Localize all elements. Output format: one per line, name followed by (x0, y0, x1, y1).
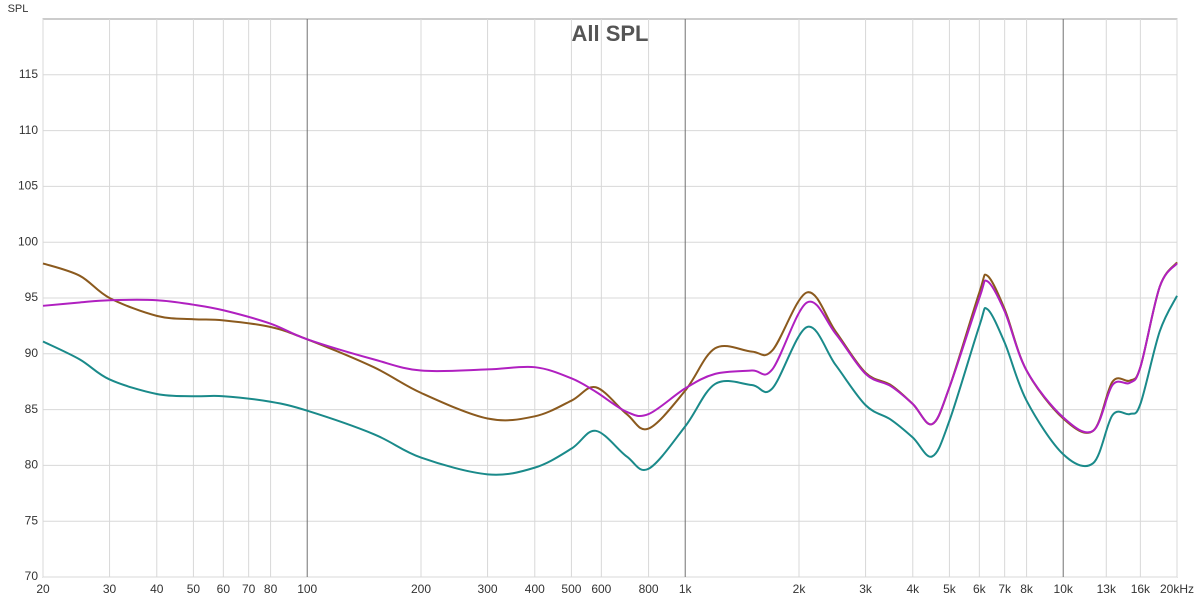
x-tick-label: 300 (478, 582, 498, 596)
x-tick-label: 5k (943, 582, 957, 596)
y-tick-label: 85 (25, 402, 39, 416)
y-axis-label: SPL (8, 3, 29, 15)
y-tick-label: 100 (18, 234, 38, 248)
x-tick-label: 4k (906, 582, 920, 596)
y-tick-label: 80 (25, 458, 39, 472)
series-line (42, 262, 1178, 434)
lines (42, 261, 1178, 476)
x-tick-label: 20 (36, 582, 50, 596)
x-tick-label: 10k (1054, 582, 1074, 596)
x-tick-label: 400 (525, 582, 545, 596)
x-tick-label: 20kHz (1160, 582, 1194, 596)
y-tick-label: 105 (18, 179, 38, 193)
y-tick-label: 90 (25, 346, 39, 360)
x-tick-label: 30 (103, 582, 117, 596)
x-tick-label: 500 (561, 582, 581, 596)
series-line (42, 295, 1178, 476)
y-tick-label: 70 (25, 569, 39, 583)
x-tick-label: 200 (411, 582, 431, 596)
x-tick-label: 2k (793, 582, 807, 596)
x-tick-label: 16k (1131, 582, 1151, 596)
x-tick-label: 40 (150, 582, 164, 596)
x-tick-label: 80 (264, 582, 278, 596)
x-tick-label: 1k (679, 582, 693, 596)
y-tick-label: 75 (25, 513, 39, 527)
x-tick-label: 13k (1097, 582, 1117, 596)
x-tick-label: 8k (1020, 582, 1034, 596)
x-tick-label: 800 (639, 582, 659, 596)
x-tick-label: 3k (859, 582, 873, 596)
grid (42, 19, 1178, 578)
y-tick-label: 115 (19, 67, 38, 81)
x-tick-label: 6k (973, 582, 987, 596)
x-tick-label: 60 (217, 582, 231, 596)
y-tick-label: 95 (25, 290, 39, 304)
x-tick-label: 600 (591, 582, 611, 596)
x-tick-label: 70 (242, 582, 256, 596)
y-tick-label: 110 (19, 123, 38, 137)
x-tick-label: 100 (297, 582, 317, 596)
chart-title: All SPL (571, 21, 648, 46)
x-tick-label: 7k (998, 582, 1012, 596)
x-tick-label: 50 (187, 582, 201, 596)
